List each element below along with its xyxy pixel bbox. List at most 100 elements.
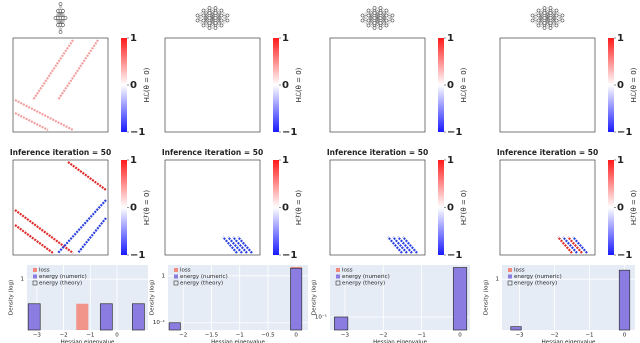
heatmap-stripe (222, 236, 238, 254)
colorbar-tick-label: −1 (130, 250, 145, 261)
heatmap (164, 37, 261, 133)
network-edge (544, 7, 551, 29)
network-node (366, 18, 371, 23)
network-edge (203, 7, 210, 21)
network-node (58, 30, 63, 34)
bar (290, 268, 302, 330)
heatmap-stripe (237, 236, 253, 254)
legend-label: energy (theory) (180, 281, 223, 287)
colorbar (273, 38, 279, 132)
network-edge (544, 7, 551, 19)
heatmap-stripe (562, 236, 578, 254)
network-node (219, 8, 224, 13)
network-node (195, 18, 200, 23)
network-node (225, 13, 230, 18)
legend-label: energy (numeric) (514, 274, 562, 280)
colorbar (608, 38, 614, 132)
network-edge (374, 12, 381, 29)
network-edge (374, 17, 381, 29)
legend-swatch (173, 280, 179, 286)
heatmap-stripe (397, 236, 413, 254)
heatmap-stripe (387, 236, 403, 254)
legend-swatch (33, 274, 37, 279)
colorbar-tick-label: 1 (282, 33, 289, 44)
network-edge (544, 12, 551, 29)
legend-label: loss (342, 268, 353, 274)
heatmap-title: Inference iteration = 50 (162, 148, 263, 157)
colorbar-tick-label: 0 (282, 203, 289, 214)
legend-swatch (336, 268, 340, 272)
y-tick-label: 10⁻¹ (153, 319, 165, 326)
bar (100, 303, 113, 330)
x-tick-label: −1 (585, 333, 593, 339)
network-node (219, 23, 224, 28)
network-node (201, 18, 206, 23)
colorbar-tick-label: 0 (130, 203, 137, 214)
x-axis-label: Hessian eigenvalue (211, 340, 265, 343)
legend-swatch (507, 280, 513, 286)
heatmap (329, 37, 426, 133)
network-node (372, 11, 377, 15)
network-node (542, 21, 547, 25)
network-edge (538, 7, 545, 26)
heatmap-title: Inference iteration = 50 (10, 148, 111, 157)
y-tick-label: 10⁻¹ (315, 314, 327, 321)
colorbar-label: Hℱ(θ = 0) (143, 190, 151, 226)
legend-label: energy (numeric) (39, 274, 87, 280)
legend-swatch (174, 274, 178, 279)
network-node (372, 6, 377, 10)
legend-swatch (508, 274, 512, 279)
colorbar-tick-label: 1 (617, 155, 624, 166)
heatmap-stripe (14, 224, 54, 254)
network-node (201, 8, 206, 13)
bar (334, 317, 348, 330)
colorbar (273, 160, 279, 255)
network-node (366, 23, 371, 28)
legend-label: loss (180, 268, 191, 274)
colorbar-tick-label: 1 (282, 155, 289, 166)
network-node (548, 16, 553, 20)
colorbar (608, 160, 614, 255)
legend-swatch (336, 274, 340, 279)
colorbar-tick-label: 0 (617, 80, 624, 91)
bar (453, 267, 467, 330)
bar (510, 326, 522, 330)
network-edge (203, 7, 210, 26)
network-node (366, 13, 371, 18)
network-node (58, 2, 63, 6)
x-tick-label: −1 (418, 333, 426, 339)
x-tick-label: 0 (623, 333, 627, 339)
colorbar-tick-label: −1 (447, 250, 462, 261)
colorbar-label: Hℒ(θ = 0) (630, 67, 638, 102)
bar (290, 267, 303, 331)
heatmap (329, 159, 426, 256)
network-node (536, 8, 541, 13)
heatmap-stripe (67, 161, 107, 191)
colorbar-tick-label: 0 (447, 203, 454, 214)
bar (169, 322, 181, 330)
network-edge (215, 10, 222, 24)
network-node (560, 13, 565, 18)
network-edge (362, 10, 369, 21)
y-tick-label: 1 (162, 273, 166, 279)
heatmap (499, 37, 596, 133)
x-tick-label: −2 (550, 333, 558, 339)
heatmap (164, 159, 261, 256)
network-node (207, 26, 212, 30)
y-axis-label: Density (log) (312, 280, 318, 315)
network-node (207, 16, 212, 20)
network-node (548, 11, 553, 15)
colorbar-tick-label: 1 (447, 33, 454, 44)
colorbar-tick-label: 0 (282, 80, 289, 91)
heatmap (499, 159, 596, 256)
network-node (372, 16, 377, 20)
network-edge (544, 7, 551, 24)
colorbar-tick-label: −1 (447, 127, 462, 138)
network-node (201, 13, 206, 18)
colorbar-label: Hℒ(θ = 0) (460, 67, 468, 102)
network-node (378, 26, 383, 30)
bar (510, 326, 522, 331)
network-node (207, 21, 212, 25)
network-node (378, 21, 383, 25)
heatmap-stripe (402, 236, 418, 254)
